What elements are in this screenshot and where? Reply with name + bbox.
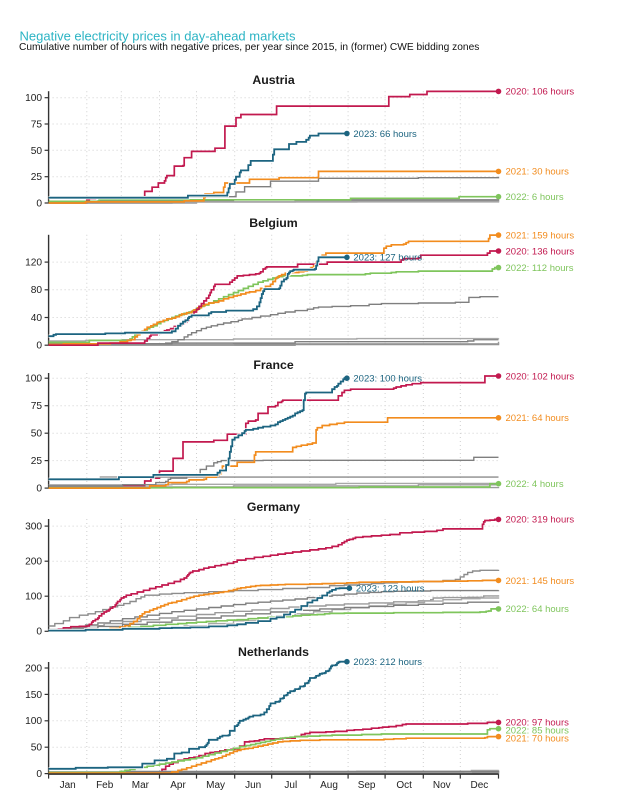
svg-text:50: 50 xyxy=(31,743,43,754)
svg-text:2021: 30 hours: 2021: 30 hours xyxy=(506,167,570,178)
svg-text:2021: 64 hours: 2021: 64 hours xyxy=(506,413,570,424)
svg-text:50: 50 xyxy=(31,146,43,157)
svg-text:2020: 136 hours: 2020: 136 hours xyxy=(506,246,575,257)
svg-text:2022: 85 hours: 2022: 85 hours xyxy=(506,725,570,736)
svg-text:25: 25 xyxy=(31,456,43,467)
svg-text:Jul: Jul xyxy=(284,780,297,791)
svg-text:2020: 97 hours: 2020: 97 hours xyxy=(506,717,570,728)
svg-text:Jun: Jun xyxy=(245,780,261,791)
svg-text:2022: 6 hours: 2022: 6 hours xyxy=(506,192,564,203)
svg-text:Oct: Oct xyxy=(396,780,412,791)
svg-text:2021: 70 hours: 2021: 70 hours xyxy=(506,733,570,744)
svg-text:2023: 212 hours: 2023: 212 hours xyxy=(353,657,422,668)
svg-text:100: 100 xyxy=(25,592,42,603)
svg-text:Netherlands: Netherlands xyxy=(238,645,309,659)
svg-text:2020: 319 hours: 2020: 319 hours xyxy=(506,515,575,526)
svg-text:100: 100 xyxy=(25,374,42,385)
svg-text:75: 75 xyxy=(31,401,43,412)
svg-text:300: 300 xyxy=(25,522,42,533)
svg-text:50: 50 xyxy=(31,429,43,440)
svg-text:Sep: Sep xyxy=(358,780,376,791)
svg-text:75: 75 xyxy=(31,119,43,130)
svg-text:Germany: Germany xyxy=(247,500,300,514)
svg-text:Apr: Apr xyxy=(170,780,186,791)
svg-text:80: 80 xyxy=(31,285,43,296)
svg-text:2023: 127 hours: 2023: 127 hours xyxy=(353,253,422,264)
svg-text:2022: 64 hours: 2022: 64 hours xyxy=(506,604,570,615)
svg-text:France: France xyxy=(253,358,293,372)
svg-text:2023: 100 hours: 2023: 100 hours xyxy=(353,374,422,385)
svg-text:0: 0 xyxy=(36,769,42,780)
svg-text:Negative electricity prices in: Negative electricity prices in day-ahead… xyxy=(20,29,297,44)
svg-text:40: 40 xyxy=(31,313,43,324)
svg-text:Austria: Austria xyxy=(252,73,295,87)
svg-text:Mar: Mar xyxy=(132,780,150,791)
svg-text:120: 120 xyxy=(25,258,42,269)
svg-text:100: 100 xyxy=(25,93,42,104)
svg-text:0: 0 xyxy=(36,341,42,352)
svg-text:Belgium: Belgium xyxy=(249,216,298,230)
svg-text:Cumulative number of hours wit: Cumulative number of hours with negative… xyxy=(19,42,479,53)
svg-text:Dec: Dec xyxy=(471,780,489,791)
svg-text:0: 0 xyxy=(36,627,42,638)
svg-text:2021: 145 hours: 2021: 145 hours xyxy=(506,576,575,587)
svg-text:200: 200 xyxy=(25,663,42,674)
svg-text:Nov: Nov xyxy=(433,780,451,791)
svg-text:0: 0 xyxy=(36,198,42,209)
svg-text:May: May xyxy=(206,780,225,791)
svg-text:150: 150 xyxy=(25,690,42,701)
svg-text:2023: 123 hours: 2023: 123 hours xyxy=(356,584,425,595)
svg-text:0: 0 xyxy=(36,484,42,495)
svg-text:2020: 102 hours: 2020: 102 hours xyxy=(506,371,575,382)
svg-text:100: 100 xyxy=(25,716,42,727)
svg-text:Jan: Jan xyxy=(60,780,76,791)
svg-text:25: 25 xyxy=(31,172,43,183)
svg-text:2020: 106 hours: 2020: 106 hours xyxy=(506,87,575,98)
svg-text:200: 200 xyxy=(25,557,42,568)
svg-text:2021: 159 hours: 2021: 159 hours xyxy=(506,230,575,241)
svg-text:Feb: Feb xyxy=(96,780,114,791)
svg-text:2022: 4 hours: 2022: 4 hours xyxy=(506,479,564,490)
svg-text:Aug: Aug xyxy=(320,780,338,791)
svg-text:2022: 112 hours: 2022: 112 hours xyxy=(506,263,574,274)
svg-text:2023: 66 hours: 2023: 66 hours xyxy=(353,129,417,140)
